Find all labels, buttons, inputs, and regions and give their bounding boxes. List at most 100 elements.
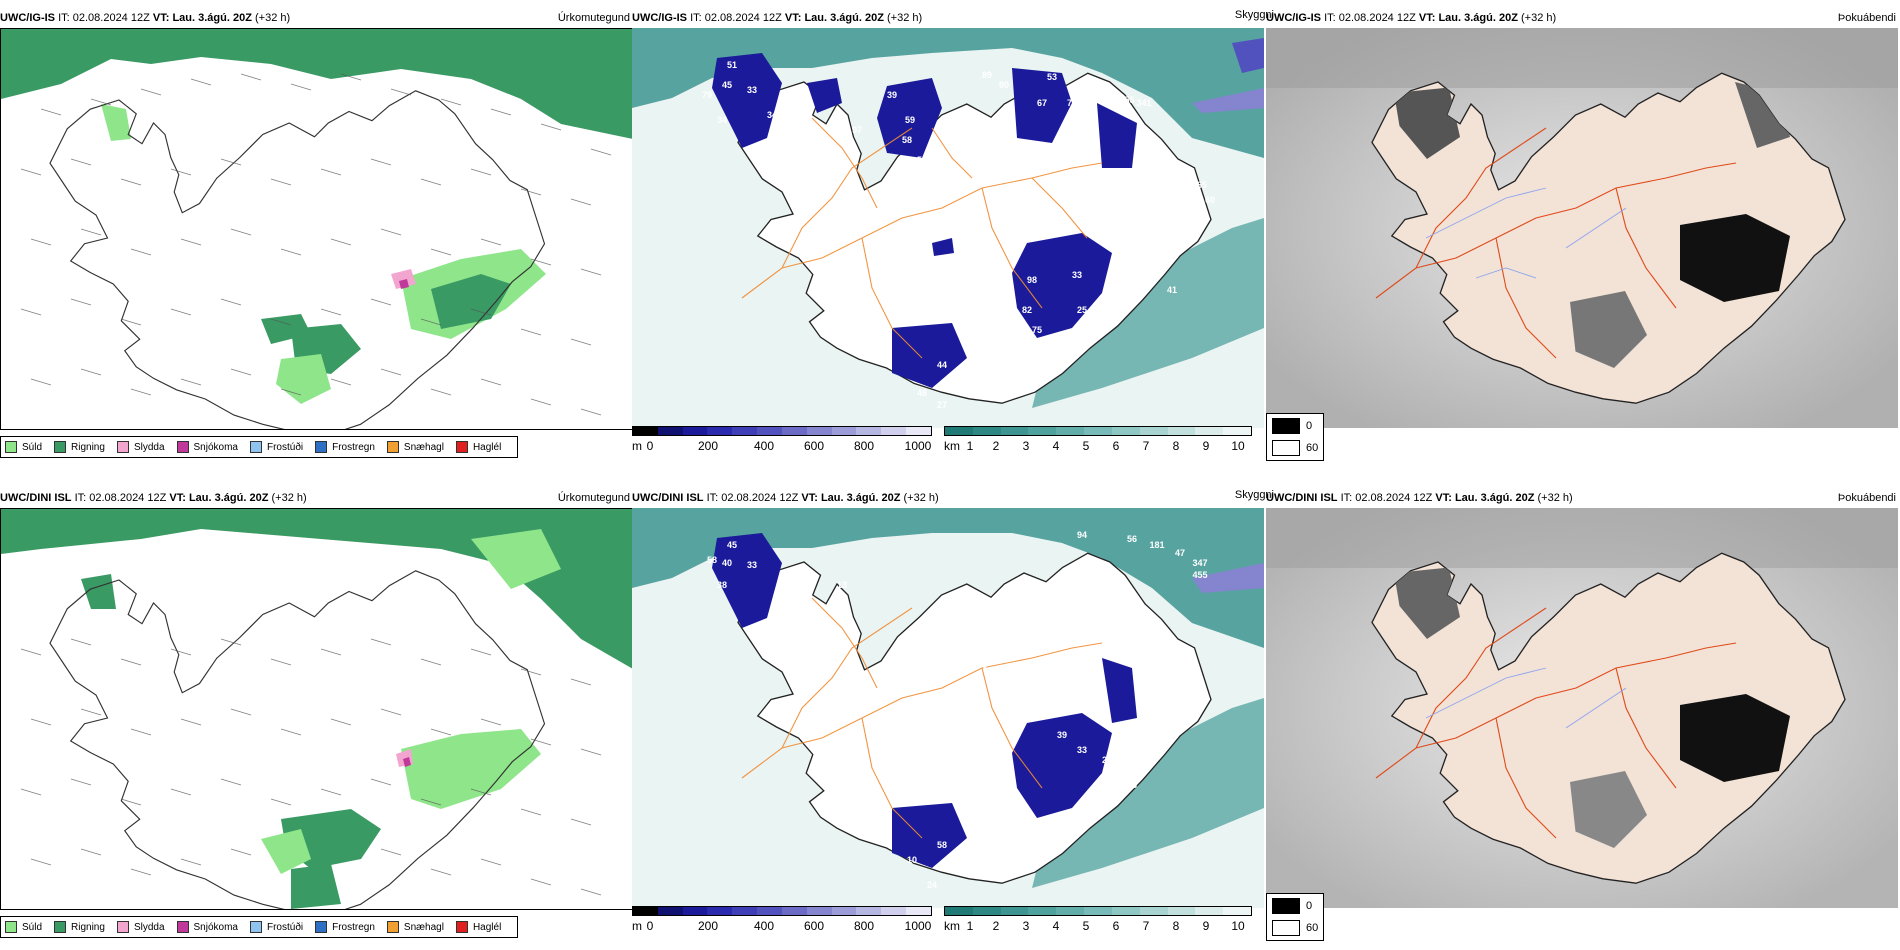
colorbar-segment <box>1000 427 1029 435</box>
legend-label: Slydda <box>133 441 165 453</box>
visibility-map[interactable]: 51 45 79 33 34 34 56 73 39 59 58 83 89 90 53 67 73 355 341… <box>632 28 1264 428</box>
tick-label: 4 <box>1052 919 1060 933</box>
tick-label: 7 <box>1142 919 1150 933</box>
it-label: IT: <box>706 492 719 504</box>
colorbar-segment <box>1000 907 1029 915</box>
colorbar-segment <box>707 427 733 435</box>
it-label: IT: <box>1340 492 1353 504</box>
precip-map[interactable] <box>0 508 634 910</box>
tick-label: 1000 <box>904 439 932 453</box>
colorbar-segment <box>1084 427 1112 435</box>
colorbar-unit: m <box>632 919 642 933</box>
it-label: IT: <box>74 492 87 504</box>
legend-item-frostudi: Frostúði <box>249 921 304 933</box>
panel-title: Skyggni <box>1234 489 1274 501</box>
precip-map[interactable] <box>0 28 634 430</box>
vt-label: VT: Lau. 3.ágú. 20Z <box>152 12 252 24</box>
legend-row: 0 <box>1267 896 1323 916</box>
precip-legend: Súld Rigning Slydda Snjókoma Frostúði Fr… <box>0 916 519 938</box>
colorbar-segment <box>1028 427 1057 435</box>
visibility-value-label: 47 <box>1175 548 1185 558</box>
tick-label: 600 <box>803 439 825 453</box>
visibility-value-label: 67 <box>1037 98 1047 108</box>
legend-swatch <box>455 441 468 453</box>
visibility-value-label: 75 <box>1032 325 1042 335</box>
lead-time: (+32 h) <box>254 12 291 24</box>
visibility-value-label: 45 <box>722 80 732 90</box>
tick-label: 800 <box>853 439 875 453</box>
panel-header: UWC/DINI ISL IT: 02.08.2024 12Z VT: Lau.… <box>1266 488 1898 508</box>
tick-label: 600 <box>803 919 825 933</box>
visibility-value-label: 41 <box>1167 285 1177 295</box>
visibility-value-label: 90 <box>999 80 1009 90</box>
visibility-value-label: 39 <box>1057 730 1067 740</box>
colorbar-ticks: km 1 2 3 4 5 6 7 8 9 10 <box>944 439 1252 453</box>
it-value: 02.08.2024 12Z <box>1338 12 1416 24</box>
legend-item-frostregn: Frostregn <box>315 441 375 453</box>
colorbar-segment <box>831 427 857 435</box>
visibility-value-label: 42 <box>932 155 942 165</box>
legend-item-frostudi: Frostúði <box>249 441 304 453</box>
legend-label: 60 <box>1306 442 1319 454</box>
visibility-value-label: 33 <box>747 85 757 95</box>
vt-label: VT: Lau. 3.ágú. 20Z <box>784 12 884 24</box>
legend-swatch <box>116 441 129 453</box>
lead-time: (+32 h) <box>1537 492 1573 504</box>
visibility-value-label: 28 <box>1127 780 1137 790</box>
it-value: 02.08.2024 12Z <box>89 492 167 504</box>
visibility-map[interactable]: 45 58 40 33 38 37 72 13 94 56 181 47 347 455 96 39 33 29 3… <box>632 508 1264 908</box>
colorbar-unit: m <box>632 439 642 453</box>
panel-title: Úrkomutegund <box>557 492 630 504</box>
visibility-colorbar: km 1 2 3 4 5 6 7 8 9 10 <box>944 426 1252 462</box>
visibility-value-label: 73 <box>777 170 787 180</box>
visibility-value-label: 82 <box>1022 305 1032 315</box>
colorbar-segment <box>682 907 708 915</box>
colorbar-segment <box>732 907 758 915</box>
model-label: UWC/DINI ISL <box>632 492 704 504</box>
tick-label: 5 <box>1082 919 1090 933</box>
precip-panel-dini: UWC/DINI ISL IT: 02.08.2024 12Z VT: Lau.… <box>0 488 634 943</box>
legend-swatch <box>5 921 17 933</box>
visibility-value-label: 72 <box>767 620 777 630</box>
visibility-value-label: 58 <box>937 840 947 850</box>
tick-label: 0 <box>646 919 654 933</box>
colorbar-segment <box>1195 427 1224 435</box>
visibility-value-label: 19 <box>1057 830 1067 840</box>
model-label: UWC/IG-IS <box>0 12 55 24</box>
legend-label: Snjókoma <box>193 921 238 933</box>
legend-swatch <box>386 921 399 933</box>
fog-legend: 0 60 <box>1266 413 1324 461</box>
visibility-value-label: 181 <box>1149 540 1164 550</box>
panel-header: UWC/IG-IS IT: 02.08.2024 12Z VT: Lau. 3.… <box>1266 8 1898 28</box>
visibility-value-label: 34 <box>767 110 777 120</box>
fog-map[interactable] <box>1266 28 1898 428</box>
visibility-value-label: 37 <box>777 580 787 590</box>
fog-panel-igis: UWC/IG-IS IT: 02.08.2024 12Z VT: Lau. 3.… <box>1266 8 1898 463</box>
model-label: UWC/IG-IS <box>632 12 687 24</box>
legend-item-slydda: Slydda <box>116 921 165 933</box>
legend-label: Rigning <box>71 441 105 453</box>
it-value: 02.08.2024 12Z <box>721 492 799 504</box>
visibility-value-label: 56 <box>777 155 787 165</box>
legend-swatch <box>386 441 399 453</box>
legend-label: Frostregn <box>332 441 375 453</box>
it-value: 02.08.2024 12Z <box>704 12 782 24</box>
visibility-value-label: 19 <box>1057 360 1067 370</box>
colorbar-segment <box>1139 907 1168 915</box>
legend-label: Haglél <box>472 441 502 453</box>
legend-label: Frostúði <box>266 441 304 453</box>
legend-item-sudd: Súld <box>5 921 42 933</box>
visibility-value-label: 97 <box>852 125 862 135</box>
colorbar-segment <box>682 427 708 435</box>
colorbar-segment <box>945 427 973 435</box>
cloud-base-colorbar: m 0 200 400 600 800 1000 <box>632 426 932 462</box>
visibility-value-label: 13 <box>837 580 847 590</box>
colorbar-segment <box>881 907 907 915</box>
legend-swatch <box>54 441 67 453</box>
panel-title: Skyggni <box>1234 9 1274 21</box>
lead-time: (+32 h) <box>271 492 307 504</box>
fog-map[interactable] <box>1266 508 1898 908</box>
legend-label: Frostúði <box>266 921 304 933</box>
it-value: 02.08.2024 12Z <box>72 12 150 24</box>
colorbar-segment <box>1223 907 1251 915</box>
